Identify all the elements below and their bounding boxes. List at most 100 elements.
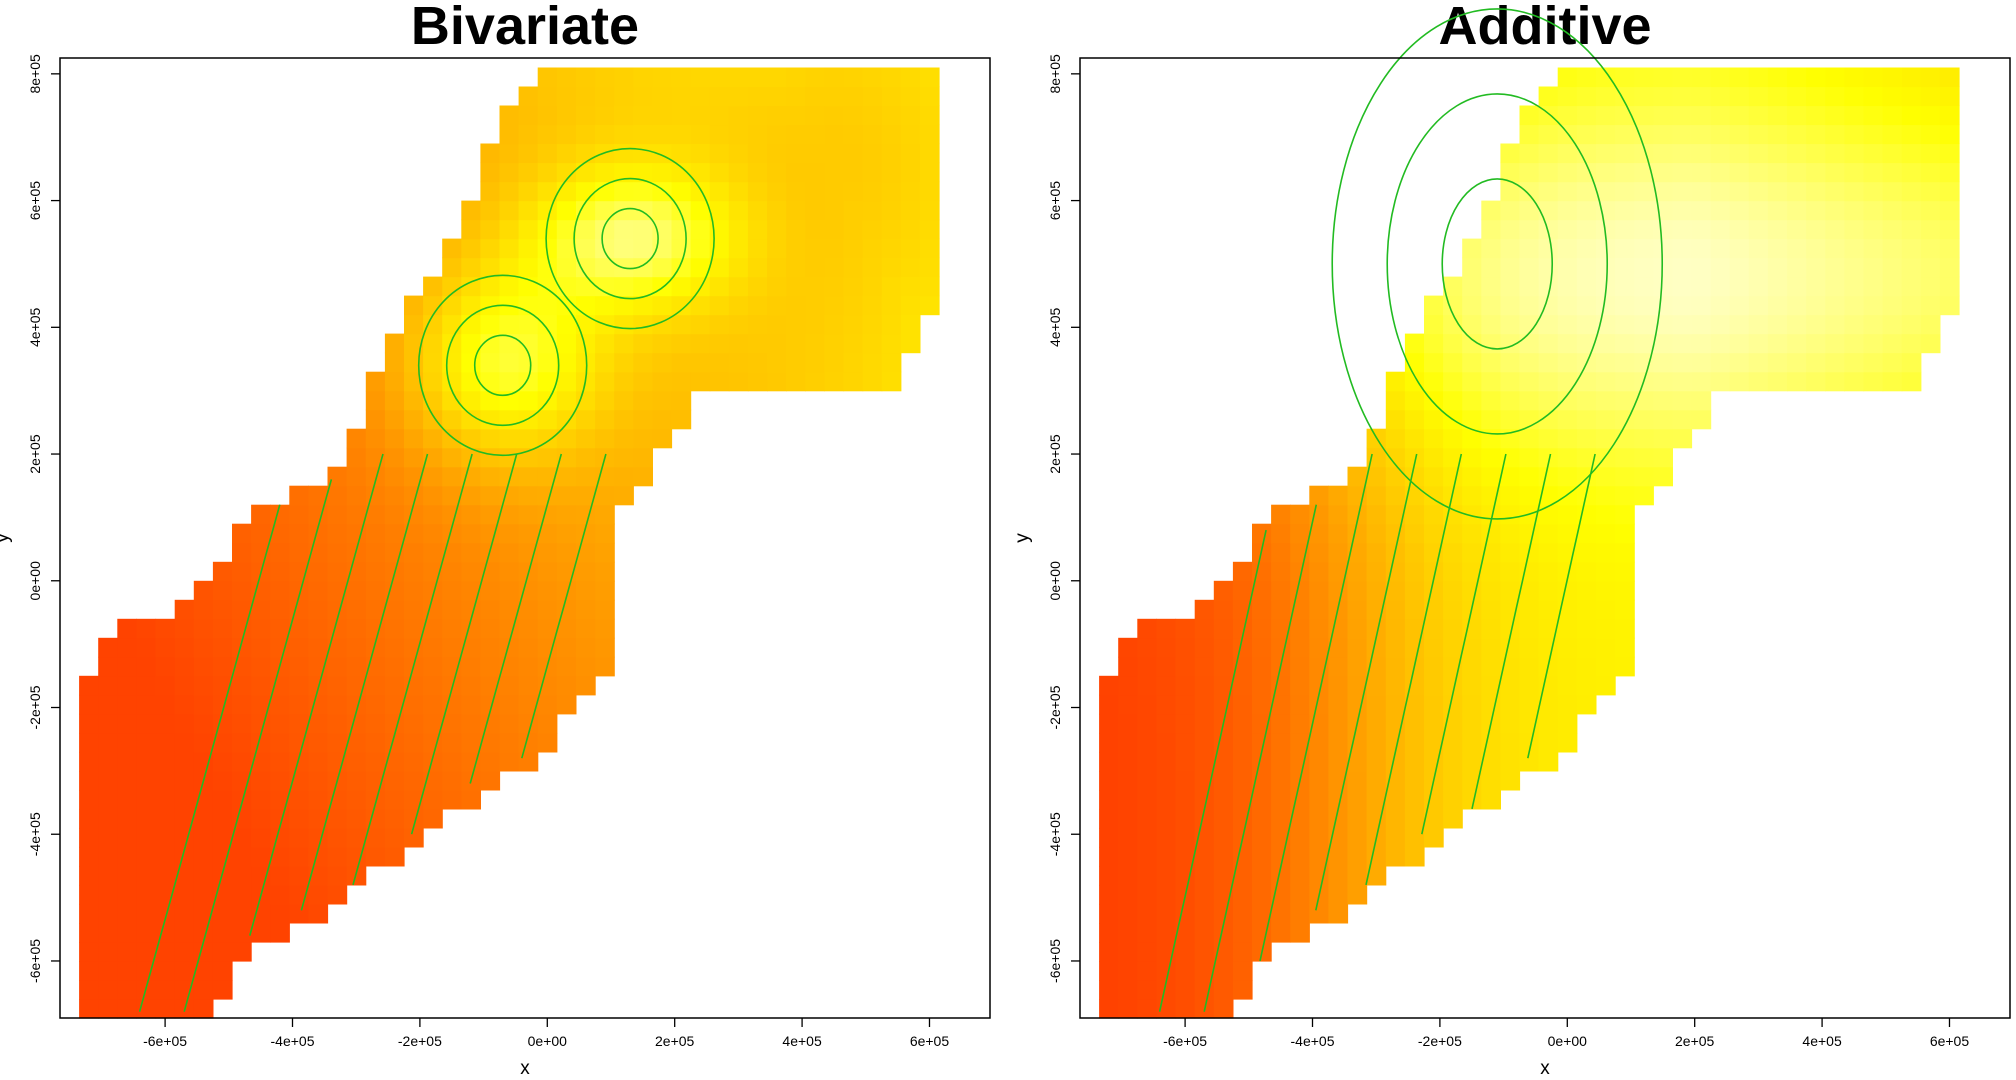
heatmap-cell bbox=[1939, 257, 1960, 278]
heatmap-cell bbox=[1596, 238, 1616, 259]
heatmap-cell bbox=[1691, 409, 1712, 430]
heatmap-cell bbox=[518, 86, 539, 107]
heatmap-cell bbox=[327, 466, 348, 487]
heatmap-cell bbox=[232, 789, 252, 810]
heatmap-cell bbox=[1118, 732, 1138, 753]
heatmap-cell bbox=[1634, 67, 1654, 88]
heatmap-cell bbox=[442, 295, 462, 316]
heatmap-cell bbox=[824, 86, 845, 107]
heatmap-cell bbox=[1443, 580, 1463, 601]
heatmap-cell bbox=[1634, 181, 1654, 202]
heatmap-cell bbox=[556, 447, 577, 468]
heatmap-cell bbox=[1500, 314, 1521, 335]
heatmap-cell bbox=[155, 846, 176, 867]
heatmap-cell bbox=[1500, 618, 1521, 639]
heatmap-cell bbox=[1538, 390, 1559, 411]
heatmap-cell bbox=[346, 865, 367, 886]
heatmap-cell bbox=[862, 333, 883, 354]
heatmap-cell bbox=[1175, 961, 1196, 981]
heatmap-cell bbox=[576, 333, 596, 354]
heatmap-cell bbox=[1806, 181, 1826, 202]
heatmap-cell bbox=[346, 485, 367, 506]
heatmap-cell bbox=[1882, 124, 1903, 145]
heatmap-cell bbox=[576, 143, 596, 164]
heatmap-cell bbox=[1615, 276, 1635, 297]
heatmap-cell bbox=[1596, 257, 1616, 278]
heatmap-cell bbox=[709, 181, 730, 202]
heatmap-cell bbox=[1538, 276, 1559, 297]
heatmap-cell bbox=[1328, 884, 1349, 905]
heatmap-cell bbox=[576, 428, 596, 449]
heatmap-cell bbox=[1538, 257, 1559, 278]
heatmap-cell bbox=[595, 124, 615, 145]
heatmap-cell bbox=[1328, 580, 1349, 601]
heatmap-cell bbox=[1118, 999, 1138, 1019]
heatmap-cell bbox=[537, 276, 558, 297]
heatmap-cell bbox=[1882, 371, 1903, 392]
heatmap-cell bbox=[289, 827, 309, 848]
heatmap-cell bbox=[1634, 276, 1654, 297]
heatmap-cell bbox=[1232, 732, 1253, 753]
heatmap-cell bbox=[327, 789, 348, 810]
heatmap-cell bbox=[1347, 637, 1368, 658]
heatmap-cell bbox=[1500, 637, 1521, 658]
heatmap-cell bbox=[1901, 352, 1922, 373]
heatmap-cell bbox=[136, 789, 157, 810]
heatmap-cell bbox=[919, 67, 940, 88]
heatmap-cell bbox=[1443, 371, 1463, 392]
heatmap-cell bbox=[1118, 751, 1138, 772]
heatmap-cell bbox=[289, 903, 309, 924]
heatmap-cells bbox=[1099, 67, 1960, 1019]
heatmap-cell bbox=[1404, 466, 1425, 487]
heatmap-cell bbox=[919, 257, 940, 278]
heatmap-cell bbox=[1691, 124, 1712, 145]
heatmap-cell bbox=[423, 789, 443, 810]
heatmap-cell bbox=[1825, 333, 1845, 354]
heatmap-cell bbox=[98, 865, 118, 886]
heatmap-cell bbox=[1825, 200, 1845, 221]
heatmap-cell bbox=[595, 276, 615, 297]
heatmap-cell bbox=[1481, 352, 1501, 373]
heatmap-cell bbox=[155, 675, 176, 696]
heatmap-cell bbox=[346, 808, 367, 829]
heatmap-cell bbox=[1481, 751, 1501, 772]
heatmap-cell bbox=[1500, 371, 1521, 392]
heatmap-cell bbox=[1252, 865, 1272, 886]
heatmap-cell bbox=[1615, 295, 1635, 316]
heatmap-cell bbox=[1213, 999, 1234, 1019]
heatmap-cell bbox=[728, 67, 749, 88]
heatmap-cell bbox=[1347, 770, 1368, 791]
heatmap-cell bbox=[1213, 789, 1234, 810]
heatmap-cell bbox=[1748, 276, 1769, 297]
heatmap-cell bbox=[289, 865, 309, 886]
heatmap-cell bbox=[576, 314, 596, 335]
heatmap-cell bbox=[1137, 770, 1157, 791]
heatmap-cell bbox=[1156, 751, 1177, 772]
heatmap-cell bbox=[1882, 105, 1903, 126]
heatmap-cell bbox=[556, 580, 577, 601]
heatmap-cell bbox=[1118, 713, 1138, 734]
heatmap-cell bbox=[1710, 105, 1731, 126]
heatmap-cell bbox=[251, 846, 271, 867]
heatmap-cell bbox=[652, 409, 673, 430]
heatmap-cell bbox=[1175, 865, 1196, 886]
heatmap-cell bbox=[556, 371, 577, 392]
heatmap-cell bbox=[1309, 637, 1329, 658]
heatmap-cell bbox=[1366, 466, 1387, 487]
heatmap-cell bbox=[480, 770, 501, 791]
heatmap-cell bbox=[442, 371, 462, 392]
heatmap-cell bbox=[1118, 827, 1138, 848]
heatmap-cell bbox=[537, 504, 558, 525]
heatmap-cell bbox=[652, 352, 673, 373]
heatmap-cell bbox=[1634, 124, 1654, 145]
heatmap-cell bbox=[270, 599, 290, 620]
heatmap-cell bbox=[767, 67, 787, 88]
heatmap-cell bbox=[1939, 86, 1960, 107]
heatmap-cell bbox=[212, 961, 233, 981]
heatmap-cell bbox=[365, 637, 386, 658]
heatmap-cell bbox=[1385, 808, 1406, 829]
heatmap-cell bbox=[480, 618, 501, 639]
heatmap-cell bbox=[1175, 903, 1196, 924]
heatmap-cell bbox=[900, 67, 921, 88]
heatmap-cell bbox=[709, 67, 730, 88]
